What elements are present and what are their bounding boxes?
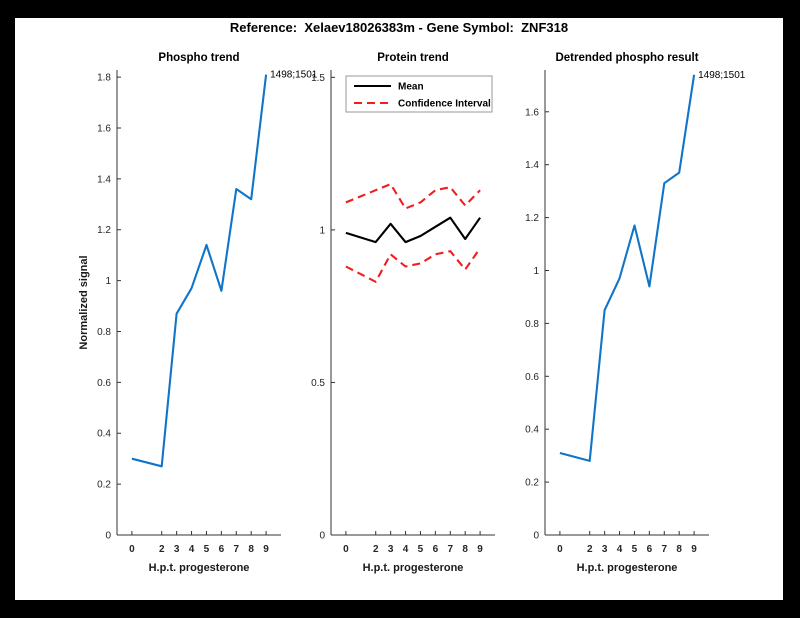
confidence-interval-upper-line — [345, 183, 481, 210]
x-tick-label: 9 — [263, 544, 269, 555]
x-tick-label: 3 — [602, 544, 608, 555]
legend: Mean Confidence Interval — [345, 75, 493, 113]
x-tick-label: 6 — [219, 544, 225, 555]
protein-trend-chart: 0 0.5 1 1.5 0 2 3 4 5 6 7 8 9 Protein trend H.p.t. pro… — [311, 52, 495, 574]
mean-line — [345, 216, 481, 244]
y-tick-label: 1 — [319, 225, 325, 236]
datatip-annotation: 1498;1501 — [270, 70, 318, 81]
confidence-interval-lower-line — [345, 247, 481, 283]
y-tick-label: 1.4 — [525, 160, 539, 171]
y-tick-label: 0 — [319, 531, 325, 542]
y-tick-label: 0.8 — [525, 319, 539, 330]
y-tick-label: 0 — [533, 531, 539, 542]
y-tick-label: 0 — [105, 531, 111, 542]
x-tick-label: 5 — [418, 544, 424, 555]
figure-title: Reference: Xelaev18026383m - Gene Symbol… — [229, 20, 569, 35]
y-tick-label: 1 — [533, 266, 539, 277]
chart-title: Detrended phospho result — [555, 52, 698, 64]
detrended-phospho-chart: 0 0.2 0.4 0.6 0.8 1 1.2 1.4 1.6 0 2 3 4 5 6 7 8 9 Detrende… — [525, 52, 746, 574]
x-tick-label: 3 — [174, 544, 180, 555]
legend-entry-label: Mean — [398, 82, 424, 93]
legend-entry-label: Confidence Interval — [398, 99, 491, 110]
x-tick-label: 8 — [676, 544, 682, 555]
y-tick-label: 1.2 — [525, 213, 539, 224]
chart-title: Protein trend — [377, 52, 449, 64]
y-tick-label: 0.4 — [97, 429, 111, 440]
y-axis-label: Normalized signal — [78, 255, 90, 349]
x-tick-label: 0 — [343, 544, 349, 555]
y-tick-label: 0.8 — [97, 327, 111, 338]
y-tick-label: 1 — [105, 276, 111, 287]
x-tick-label: 7 — [661, 544, 667, 555]
y-tick-label: 1.6 — [525, 107, 539, 118]
x-tick-label: 0 — [557, 544, 563, 555]
x-tick-label: 5 — [204, 544, 210, 555]
x-tick-label: 2 — [373, 544, 379, 555]
y-tick-label: 0.6 — [97, 378, 111, 389]
x-axis-label: H.p.t. progesterone — [149, 562, 250, 574]
y-tick-label: 1.8 — [97, 73, 111, 84]
x-tick-label: 6 — [647, 544, 653, 555]
chart-title: Phospho trend — [158, 52, 239, 64]
x-tick-label: 2 — [159, 544, 165, 555]
y-tick-label: 1.6 — [97, 123, 111, 134]
x-tick-label: 6 — [433, 544, 439, 555]
x-tick-label: 9 — [691, 544, 697, 555]
y-tick-label: 1.5 — [311, 73, 325, 84]
legend-box — [345, 75, 493, 113]
x-tick-label: 7 — [233, 544, 239, 555]
detrended-phospho-signal-line — [559, 74, 696, 462]
phospho-trend-chart: 0 0.2 0.4 0.6 0.8 1 1.2 1.4 1.6 1.8 0 2 3 4 5 6 7 8 9 Phosp… — [78, 52, 318, 574]
x-tick-label: 5 — [632, 544, 638, 555]
x-tick-label: 9 — [477, 544, 483, 555]
x-tick-label: 4 — [189, 544, 195, 555]
y-tick-label: 0.2 — [525, 478, 539, 489]
x-axis-label: H.p.t. progesterone — [577, 562, 678, 574]
x-tick-label: 4 — [617, 544, 623, 555]
x-tick-label: 8 — [462, 544, 468, 555]
x-tick-label: 7 — [447, 544, 453, 555]
datatip-annotation: 1498;1501 — [698, 70, 746, 81]
x-axis-label: H.p.t. progesterone — [363, 562, 464, 574]
x-tick-label: 3 — [388, 544, 394, 555]
y-tick-label: 0.2 — [97, 480, 111, 491]
y-tick-label: 0.6 — [525, 372, 539, 383]
x-tick-label: 8 — [248, 544, 254, 555]
y-tick-label: 0.4 — [525, 425, 539, 436]
y-tick-label: 0.5 — [311, 378, 325, 389]
x-tick-label: 4 — [403, 544, 409, 555]
x-tick-label: 2 — [587, 544, 593, 555]
y-tick-label: 1.2 — [97, 225, 111, 236]
y-tick-label: 1.4 — [97, 174, 111, 185]
phospho-signal-line — [131, 74, 268, 468]
figure-canvas — [15, 18, 783, 600]
x-tick-label: 0 — [129, 544, 135, 555]
